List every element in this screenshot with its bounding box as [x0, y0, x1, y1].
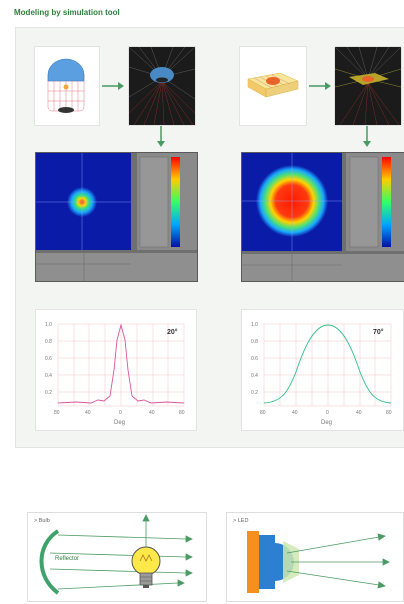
bulb-title: > Bulb — [34, 518, 50, 524]
left-beam-profile-chart: 20° 1.0 0.8 0.6 0.4 0.2 80 40 0 40 80 De… — [45, 322, 185, 426]
page-title: Modeling by simulation tool — [14, 8, 120, 17]
x-tick: 0 — [119, 410, 122, 416]
y-tick: 0.6 — [45, 356, 52, 362]
y-tick: 1.0 — [45, 322, 52, 328]
angle-label-70: 70° — [373, 328, 384, 336]
left-intensity-map — [35, 152, 198, 282]
down-arrow-icon — [157, 126, 165, 147]
right-arrow-icon — [309, 82, 331, 90]
led-diagram-card: > LED — [226, 512, 404, 602]
x-tick: 80 — [260, 410, 266, 416]
y-tick: 0.6 — [251, 356, 258, 362]
y-tick: 0.2 — [45, 390, 52, 396]
bulb-model-image — [47, 58, 85, 113]
x-tick: 40 — [356, 410, 362, 416]
x-tick: 40 — [292, 410, 298, 416]
y-tick: 1.0 — [251, 322, 258, 328]
y-tick: 0.4 — [45, 373, 52, 379]
x-tick: 40 — [149, 410, 155, 416]
ray-trace-image — [128, 46, 196, 126]
ray-trace-image — [334, 46, 402, 126]
x-tick: 0 — [326, 410, 329, 416]
right-plot-card: 70° 1.0 0.8 0.6 0.4 0.2 80 40 0 40 80 De… — [241, 309, 404, 431]
reflector-label: Reflector — [55, 556, 79, 562]
x-tick: 80 — [179, 410, 185, 416]
angle-label-20: 20° — [167, 328, 178, 336]
right-arrow-icon — [102, 82, 124, 90]
left-raytrace-card — [128, 46, 196, 126]
down-arrow-icon — [363, 126, 371, 147]
led-lens-diagram — [247, 531, 390, 593]
x-tick: 80 — [386, 410, 392, 416]
led-model-image — [247, 72, 299, 98]
led-title: > LED — [233, 518, 249, 524]
left-model-card — [34, 46, 100, 126]
x-tick: 80 — [54, 410, 60, 416]
bulb-reflector-diagram: Reflector — [39, 514, 193, 595]
light-bulb-icon — [131, 546, 161, 588]
x-tick: 40 — [85, 410, 91, 416]
right-intensity-map — [241, 152, 404, 282]
left-plot-card: 20° 1.0 0.8 0.6 0.4 0.2 80 40 0 40 80 De… — [35, 309, 197, 431]
y-tick: 0.8 — [251, 339, 258, 345]
x-axis-label: Deg — [321, 420, 332, 426]
y-tick: 0.2 — [251, 390, 258, 396]
right-beam-profile-chart: 70° 1.0 0.8 0.6 0.4 0.2 80 40 0 40 80 De… — [251, 322, 392, 426]
right-raytrace-card — [334, 46, 402, 126]
simulation-panel: 20° 1.0 0.8 0.6 0.4 0.2 80 40 0 40 80 De… — [15, 27, 404, 448]
y-tick: 0.4 — [251, 373, 258, 379]
bulb-diagram-card: > Bulb Reflector — [27, 512, 207, 602]
right-model-card — [239, 46, 307, 126]
y-tick: 0.8 — [45, 339, 52, 345]
x-axis-label: Deg — [114, 420, 125, 426]
